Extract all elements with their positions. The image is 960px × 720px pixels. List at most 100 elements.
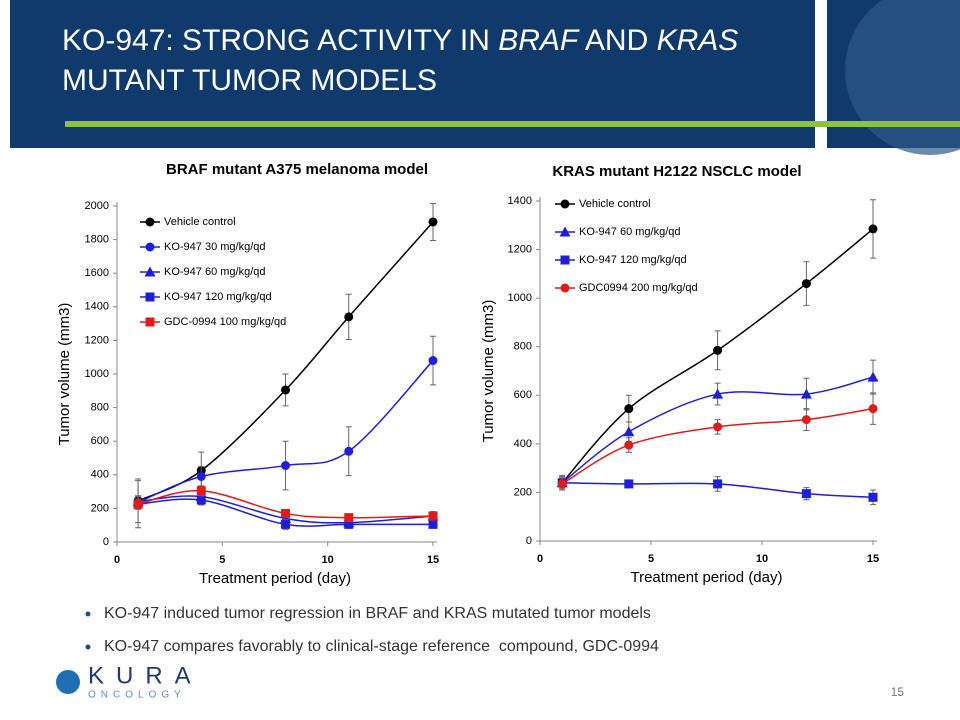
legend-label: GDC0994 200 mg/kg/qd	[579, 282, 698, 294]
legend-marker	[560, 255, 570, 265]
y-tick-label: 600	[91, 435, 109, 447]
data-point	[713, 422, 723, 432]
data-point	[196, 495, 206, 505]
data-point	[800, 388, 812, 399]
data-point	[281, 461, 291, 471]
y-axis-label: Tumor volume (mm3)	[56, 303, 73, 446]
title-part: AND	[578, 24, 656, 57]
legend-marker	[145, 317, 155, 327]
y-tick-label: 200	[91, 502, 109, 514]
data-point	[624, 440, 634, 450]
slide-title: KO-947: STRONG ACTIVITY IN BRAF AND KRAS	[62, 24, 738, 57]
x-tick-label: 10	[756, 553, 768, 565]
bullet: KO-947 compares favorably to clinical-st…	[104, 638, 659, 655]
chart-title: BRAF mutant A375 melanoma model	[166, 161, 428, 178]
x-axis-label: Treatment period (day)	[630, 569, 782, 586]
legend-marker	[560, 283, 570, 293]
bullet-dot	[85, 611, 91, 617]
y-tick-label: 400	[91, 469, 109, 481]
x-tick-label: 10	[322, 554, 334, 566]
legend-label: KO-947 60 mg/kg/qd	[164, 266, 266, 278]
data-point	[624, 404, 634, 414]
x-tick-label: 0	[537, 553, 543, 565]
logo-name: KURA	[88, 662, 203, 689]
data-point	[344, 312, 354, 322]
legend-marker	[144, 266, 156, 277]
legend-label: KO-947 120 mg/kg/qd	[164, 291, 272, 303]
data-point	[801, 489, 811, 499]
data-point	[712, 388, 724, 399]
data-point	[801, 415, 811, 425]
y-tick-label: 1000	[508, 292, 532, 304]
data-point	[868, 224, 878, 234]
legend-label: GDC-0994 100 mg/kg/qd	[164, 316, 286, 328]
x-tick-label: 15	[427, 554, 439, 566]
y-tick-label: 0	[526, 535, 532, 547]
y-tick-label: 1400	[85, 301, 109, 313]
legend-marker	[145, 292, 155, 302]
data-point	[344, 513, 354, 523]
data-point	[868, 492, 878, 502]
data-point	[867, 371, 879, 382]
bullet-dot	[85, 644, 91, 650]
data-point	[623, 426, 635, 437]
legend-marker	[559, 226, 571, 237]
data-point	[281, 519, 291, 529]
legend-label: KO-947 120 mg/kg/qd	[579, 254, 687, 266]
data-point	[428, 217, 438, 227]
data-point	[196, 486, 206, 496]
globe-decoration	[845, 0, 960, 155]
legend-label: Vehicle control	[164, 216, 236, 228]
data-point	[624, 479, 634, 489]
title-part: BRAF	[498, 24, 580, 57]
x-tick-label: 0	[114, 554, 120, 566]
slide-title-line2: MUTANT TUMOR MODELS	[62, 64, 437, 97]
data-point	[557, 479, 567, 489]
legend-marker	[145, 242, 155, 252]
data-point	[713, 479, 723, 489]
legend-label: KO-947 60 mg/kg/qd	[579, 226, 681, 238]
y-tick-label: 200	[514, 486, 532, 498]
data-point	[713, 345, 723, 355]
data-point	[428, 356, 438, 366]
y-tick-label: 1400	[508, 195, 532, 207]
data-point	[133, 499, 143, 509]
accent-line	[65, 121, 960, 127]
data-point	[196, 471, 206, 481]
x-tick-label: 5	[219, 554, 225, 566]
title-part: KRAS	[657, 24, 739, 57]
y-tick-label: 1200	[508, 243, 532, 255]
title-part: KO-947: STRONG ACTIVITY IN	[62, 24, 498, 57]
y-tick-label: 1800	[85, 234, 109, 246]
logo-tagline: ONCOLOGY	[88, 690, 186, 701]
y-tick-label: 1200	[85, 334, 109, 346]
y-tick-label: 800	[514, 341, 532, 353]
y-axis-label: Tumor volume (mm3)	[480, 300, 497, 443]
data-point	[281, 508, 291, 518]
data-point	[428, 511, 438, 521]
x-tick-label: 5	[648, 553, 654, 565]
x-tick-label: 15	[867, 553, 879, 565]
data-point	[344, 519, 354, 529]
legend-marker	[145, 217, 155, 227]
y-tick-label: 600	[514, 389, 532, 401]
legend-label: Vehicle control	[579, 198, 651, 210]
data-point	[344, 446, 354, 456]
y-tick-label: 800	[91, 402, 109, 414]
y-tick-label: 2000	[85, 200, 109, 212]
y-tick-label: 1600	[85, 267, 109, 279]
y-tick-label: 1000	[85, 368, 109, 380]
data-point	[801, 279, 811, 289]
data-point	[868, 404, 878, 414]
page-number: 15	[891, 685, 905, 699]
bullet: KO-947 induced tumor regression in BRAF …	[104, 605, 651, 622]
legend-label: KO-947 30 mg/kg/qd	[164, 241, 266, 253]
y-tick-label: 0	[103, 536, 109, 548]
legend-marker	[560, 199, 570, 209]
data-point	[428, 519, 438, 529]
y-tick-label: 400	[514, 438, 532, 450]
data-point	[281, 385, 291, 395]
x-axis-label: Treatment period (day)	[199, 570, 351, 587]
